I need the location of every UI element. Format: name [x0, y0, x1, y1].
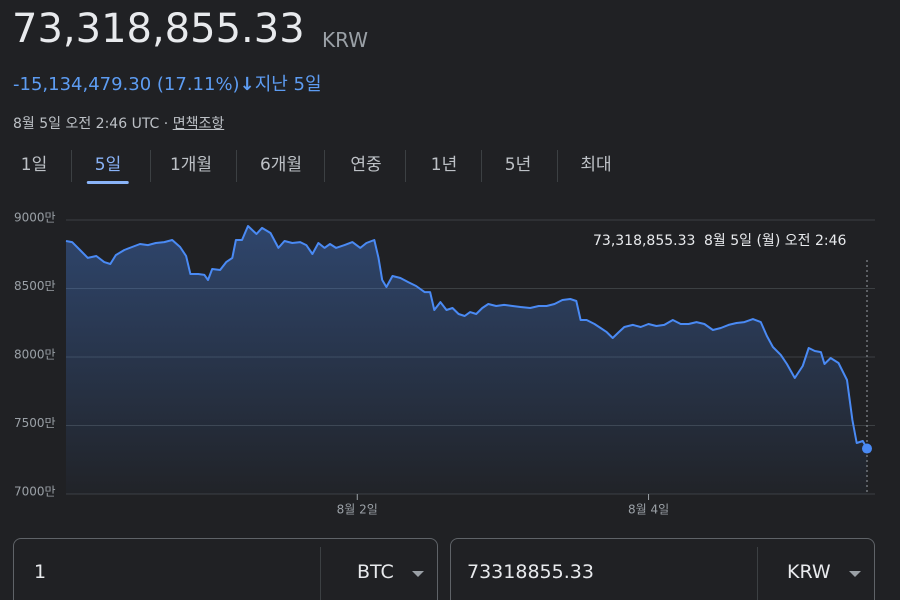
- tab-separator: [236, 150, 237, 182]
- tooltip: 73,318,855.33 8월 5일 (월) 오전 2:46: [582, 222, 870, 258]
- range-tab[interactable]: 6개월: [259, 155, 303, 175]
- dropdown-caret: [849, 571, 861, 577]
- range-tab[interactable]: 5년: [504, 155, 532, 175]
- result-box: 73318855.33 KRW: [450, 538, 875, 600]
- currency: KRW: [322, 28, 368, 52]
- x-tick-label: 8월 2일: [337, 503, 378, 517]
- from-currency[interactable]: BTC: [357, 561, 394, 583]
- tooltip-bg: [582, 222, 870, 258]
- timestamp-text: 8월 5일 오전 2:46 UTC ·: [13, 116, 173, 132]
- range-tab[interactable]: 5일: [86, 150, 130, 184]
- tab-separator: [405, 150, 406, 182]
- down-arrow: ↓: [239, 74, 255, 95]
- to-currency[interactable]: KRW: [787, 561, 831, 583]
- price: 73,318,855.33: [12, 6, 305, 52]
- tab-separator: [557, 150, 558, 182]
- disclaimer-link[interactable]: 면책조항: [172, 116, 225, 132]
- dropdown-caret: [412, 571, 424, 577]
- y-tick-label: 7500만: [14, 416, 56, 430]
- last-point: [862, 443, 872, 454]
- line: [65, 225, 868, 449]
- y-tick-label: 8000만: [14, 348, 56, 362]
- result-input[interactable]: 73318855.33: [467, 561, 594, 583]
- divider: [757, 547, 758, 600]
- chart: 7000만 7500만 8000만 8500만 9000만 8월 2일 8월 4일 73,31…: [14, 211, 875, 517]
- range-tab[interactable]: 최대: [580, 155, 612, 175]
- tab-separator: [481, 150, 482, 182]
- x-tick-label: 8월 4일: [628, 503, 669, 517]
- y-tick-label: 7000만: [14, 485, 56, 499]
- change-value: -15,134,479.30 (17.11%): [13, 74, 240, 95]
- y-tick-label: 9000만: [14, 211, 56, 225]
- amount-input[interactable]: 1: [34, 561, 47, 583]
- area: [66, 226, 867, 494]
- timestamp: 8월 5일 오전 2:46 UTC · 면책조항: [13, 113, 224, 133]
- tab-separator: [71, 150, 72, 182]
- range-tab[interactable]: 1년: [430, 155, 458, 175]
- change-period: 지난 5일: [254, 74, 322, 95]
- range-tab[interactable]: 1개월: [169, 155, 213, 175]
- y-tick-label: 8500만: [14, 279, 56, 293]
- divider: [320, 547, 321, 600]
- tooltip-value: 73,318,855.33: [593, 233, 695, 249]
- tab-separator: [324, 150, 325, 182]
- range-tab[interactable]: 연중: [350, 155, 382, 175]
- tooltip-date: 8월 5일 (월) 오전 2:46: [704, 233, 846, 249]
- amount-box: 1 BTC: [13, 538, 438, 600]
- change: -15,134,479.30 (17.11%)↓지난 5일: [13, 70, 322, 96]
- tab-separator: [150, 150, 151, 182]
- range-tab[interactable]: 1일: [20, 155, 48, 175]
